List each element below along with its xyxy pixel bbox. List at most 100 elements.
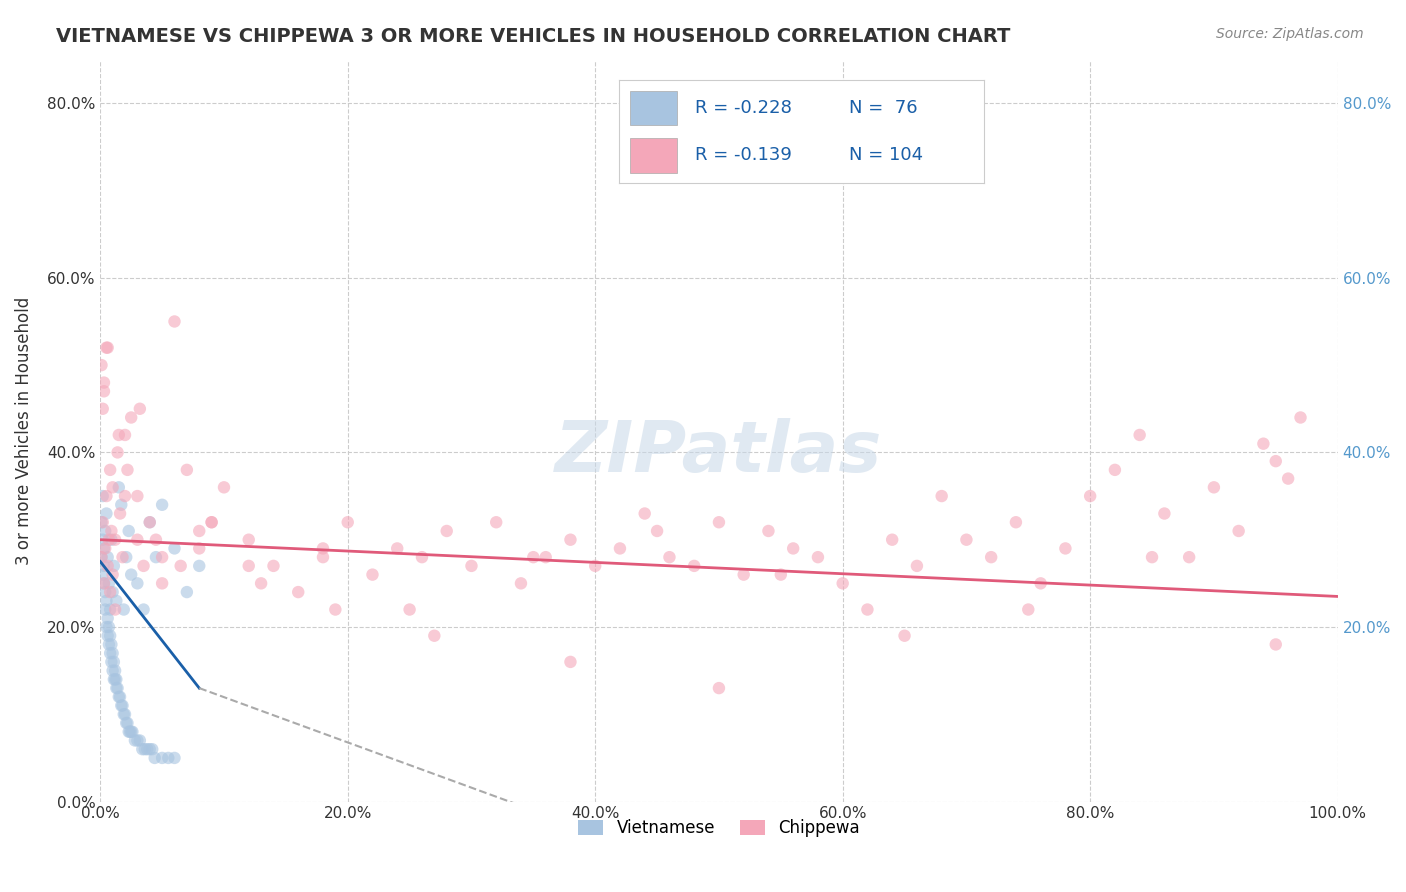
Point [127, 576, 149, 591]
Point [98, 646, 121, 660]
Text: N = 104: N = 104 [849, 146, 924, 164]
Point [1104, 463, 1126, 477]
Point [101, 585, 124, 599]
Point [120, 724, 142, 739]
Point [1253, 436, 1275, 450]
Point [1178, 550, 1201, 565]
Point [212, 480, 235, 494]
Point [96, 489, 118, 503]
Point [104, 664, 127, 678]
Point [107, 681, 129, 695]
Point [1202, 480, 1225, 494]
Point [609, 541, 631, 556]
Point [141, 742, 163, 756]
Point [150, 498, 173, 512]
Point [150, 576, 173, 591]
Point [707, 515, 730, 529]
FancyBboxPatch shape [630, 91, 678, 126]
Point [263, 558, 285, 573]
Point [94, 524, 117, 538]
Point [98, 463, 121, 477]
Point [931, 489, 953, 503]
Point [145, 533, 167, 547]
Point [733, 567, 755, 582]
Point [782, 541, 804, 556]
Point [93, 558, 115, 573]
Point [1005, 515, 1028, 529]
Point [117, 463, 139, 477]
Point [163, 751, 186, 765]
Point [134, 742, 156, 756]
Point [387, 541, 409, 556]
Point [634, 507, 657, 521]
Point [93, 576, 115, 591]
Point [583, 558, 606, 573]
Point [683, 558, 706, 573]
Point [436, 524, 458, 538]
Point [658, 550, 681, 565]
Point [398, 602, 420, 616]
Point [127, 733, 149, 747]
Point [1129, 428, 1152, 442]
Point [105, 673, 128, 687]
Point [94, 602, 117, 616]
Point [1264, 454, 1286, 468]
Point [107, 445, 129, 459]
Point [534, 550, 557, 565]
Point [108, 480, 131, 494]
Point [121, 724, 143, 739]
Point [97, 611, 120, 625]
Point [127, 533, 149, 547]
Point [1277, 472, 1299, 486]
Point [361, 567, 384, 582]
Point [145, 550, 167, 565]
Point [98, 602, 121, 616]
Point [91, 533, 114, 547]
Point [118, 724, 141, 739]
Point [103, 655, 125, 669]
Point [93, 576, 115, 591]
Point [96, 341, 118, 355]
Point [90, 358, 112, 372]
Point [124, 733, 146, 747]
Point [163, 314, 186, 328]
Point [97, 576, 120, 591]
Point [97, 550, 120, 565]
Point [96, 620, 118, 634]
Point [1078, 489, 1101, 503]
Point [118, 524, 141, 538]
Point [510, 576, 533, 591]
Point [94, 541, 117, 556]
Point [131, 742, 153, 756]
Point [460, 558, 482, 573]
Point [1264, 637, 1286, 651]
Point [101, 664, 124, 678]
Point [101, 480, 124, 494]
Point [336, 515, 359, 529]
Point [91, 515, 114, 529]
Point [139, 742, 162, 756]
Text: ZIPatlas: ZIPatlas [555, 418, 883, 487]
Point [201, 515, 224, 529]
Point [250, 576, 273, 591]
Text: N =  76: N = 76 [849, 99, 918, 117]
Text: R = -0.139: R = -0.139 [696, 146, 793, 164]
Point [423, 629, 446, 643]
Point [114, 428, 136, 442]
Point [96, 507, 118, 521]
Point [128, 733, 150, 747]
Point [136, 742, 159, 756]
Point [108, 690, 131, 704]
Point [91, 489, 114, 503]
Point [90, 515, 112, 529]
Point [111, 550, 134, 565]
Point [856, 602, 879, 616]
Point [93, 376, 115, 390]
Point [522, 550, 544, 565]
Point [980, 550, 1002, 565]
Point [115, 716, 138, 731]
Point [188, 541, 211, 556]
Point [150, 550, 173, 565]
Point [201, 515, 224, 529]
Point [143, 751, 166, 765]
